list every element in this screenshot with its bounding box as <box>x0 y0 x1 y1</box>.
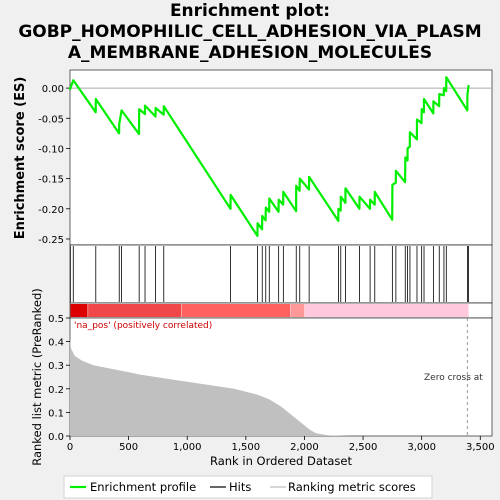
x-tick-label: 2,500 <box>349 442 378 453</box>
metric-y-tick-label: 0.4 <box>48 338 64 349</box>
x-axis-ticks: 0 500 1,000 1,500 2,000 2,500 3,000 3,500 <box>67 436 495 453</box>
legend: Enrichment profile Hits Ranking metric s… <box>63 475 433 499</box>
legend-metric-label: Ranking metric scores <box>288 480 416 494</box>
hits-panel <box>69 244 493 304</box>
es-y-tick-label: -0.05 <box>38 114 64 125</box>
zero-cross-label: Zero cross at <box>424 373 483 383</box>
es-series-line <box>68 76 470 237</box>
legend-hits-label: Hits <box>229 480 251 494</box>
x-tick-label: 1,500 <box>232 442 261 453</box>
color-bar-segment <box>88 304 182 317</box>
es-panel: 0.00 -0.05 -0.10 -0.15 -0.20 -0.25 Enrichment… <box>13 69 493 246</box>
es-plot-area <box>69 69 493 246</box>
metric-y-tick-label: 0.5 <box>48 314 64 325</box>
metric-area <box>70 339 469 436</box>
x-tick-label: 500 <box>119 442 138 453</box>
metric-y-tick-label: 0.0 <box>48 432 64 443</box>
title-line-2: GOBP_HOMOPHILIC_CELL_ADHESION_VIA_PLASM <box>18 22 482 42</box>
es-y-tick-label: -0.10 <box>38 144 64 155</box>
legend-es-label: Enrichment profile <box>90 480 196 494</box>
es-y-tick-label: 0.00 <box>42 84 64 95</box>
es-y-tick-label: -0.20 <box>38 205 64 216</box>
x-tick-label: 2,000 <box>290 442 319 453</box>
color-bar-segments <box>70 304 469 317</box>
metric-y-tick-label: 0.1 <box>48 408 64 419</box>
hit-lines <box>69 246 469 302</box>
es-y-ticks: 0.00 -0.05 -0.10 -0.15 -0.20 -0.25 <box>38 84 70 246</box>
rank-color-bar <box>69 302 493 319</box>
color-bar-segment <box>181 304 291 317</box>
metric-y-tick-label: 0.2 <box>48 385 64 396</box>
color-bar-segment <box>290 304 305 317</box>
legend-box <box>63 475 433 499</box>
x-tick-label: 3,000 <box>407 442 436 453</box>
hits-plot-area <box>69 244 493 304</box>
x-tick-label: 0 <box>67 442 73 453</box>
title-line-3: A_MEMBRANE_ADHESION_MOLECULES <box>67 43 433 63</box>
metric-y-axis-label: Ranked list metric (PreRanked) <box>30 288 44 466</box>
title-line-1: Enrichment plot: <box>169 1 331 21</box>
chart-title: Enrichment plot: GOBP_HOMOPHILIC_CELL_AD… <box>0 1 500 64</box>
metric-panel: 0.0 0.1 0.2 0.3 0.4 0.5 'na_pos' (positively … <box>30 288 493 466</box>
x-tick-label: 1,000 <box>173 442 202 453</box>
es-y-tick-label: -0.25 <box>38 235 64 246</box>
es-y-axis-label: Enrichment score (ES) <box>13 77 28 240</box>
es-y-tick-label: -0.15 <box>38 175 64 186</box>
x-tick-label: 3,500 <box>466 442 495 453</box>
metric-y-tick-label: 0.3 <box>48 361 64 372</box>
color-bar-segment <box>70 304 88 317</box>
metric-y-ticks: 0.0 0.1 0.2 0.3 0.4 0.5 <box>48 314 70 443</box>
positive-label: 'na_pos' (positively correlated) <box>74 321 212 331</box>
x-axis-label: Rank in Ordered Dataset <box>210 454 353 468</box>
color-bar-segment <box>304 304 469 317</box>
